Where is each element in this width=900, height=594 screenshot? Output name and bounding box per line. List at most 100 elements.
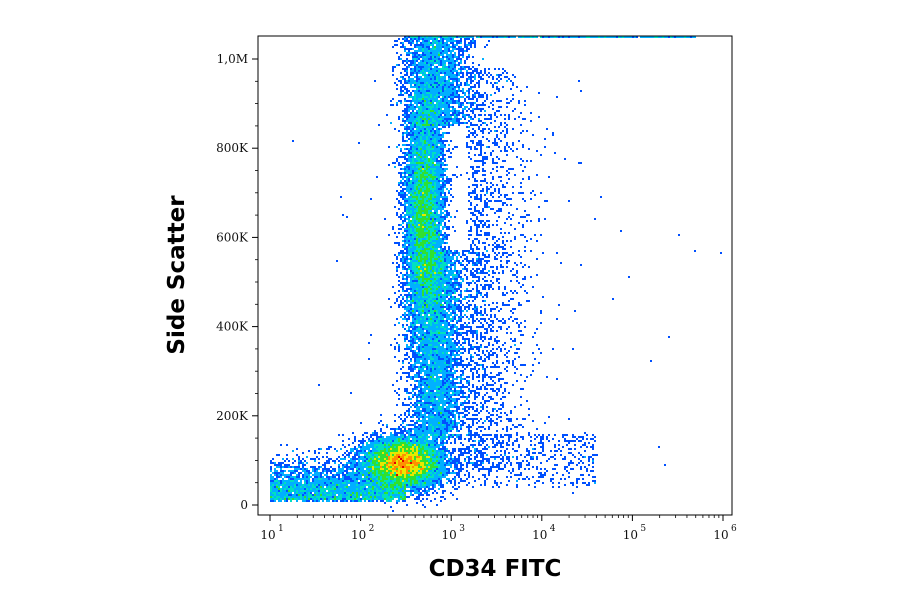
- density-point: [458, 74, 460, 76]
- density-point: [438, 62, 440, 64]
- density-point: [436, 318, 438, 320]
- density-point: [400, 202, 402, 204]
- density-point: [394, 40, 396, 42]
- density-point: [414, 264, 416, 266]
- density-point: [424, 62, 426, 64]
- density-point: [424, 96, 426, 98]
- density-point: [442, 202, 444, 204]
- density-point: [408, 36, 410, 38]
- density-point: [440, 124, 442, 126]
- density-point: [488, 288, 490, 290]
- density-point: [418, 302, 420, 304]
- density-point: [522, 178, 524, 180]
- density-point: [414, 312, 416, 314]
- density-point: [452, 122, 454, 124]
- density-point: [456, 80, 458, 82]
- density-point: [452, 324, 454, 326]
- density-point: [486, 188, 488, 190]
- density-point: [502, 266, 504, 268]
- density-point: [426, 294, 428, 296]
- density-point: [414, 212, 416, 214]
- density-point: [450, 250, 452, 252]
- density-point: [412, 40, 414, 42]
- density-point: [444, 290, 446, 292]
- density-point: [450, 50, 452, 52]
- density-point: [452, 74, 454, 76]
- density-point: [444, 106, 446, 108]
- density-point: [422, 294, 424, 296]
- density-point: [502, 304, 504, 306]
- density-point: [394, 292, 396, 294]
- density-point: [412, 60, 414, 62]
- density-point: [438, 42, 440, 44]
- density-point: [458, 118, 460, 120]
- density-point: [428, 192, 430, 194]
- density-point: [440, 264, 442, 266]
- density-point: [440, 250, 442, 252]
- density-point: [414, 286, 416, 288]
- density-point: [468, 284, 470, 286]
- density-point: [444, 288, 446, 290]
- density-point: [416, 292, 418, 294]
- density-point: [448, 48, 450, 50]
- density-point: [476, 216, 478, 218]
- density-point: [414, 174, 416, 176]
- density-point: [438, 236, 440, 238]
- density-point: [434, 174, 436, 176]
- density-point: [412, 54, 414, 56]
- density-point: [486, 94, 488, 96]
- density-point: [448, 66, 450, 68]
- density-point: [446, 302, 448, 304]
- density-point: [410, 68, 412, 70]
- density-point: [460, 328, 462, 330]
- density-point: [450, 326, 452, 328]
- density-point: [474, 276, 476, 278]
- density-point: [524, 326, 526, 328]
- density-point: [424, 268, 426, 270]
- density-point: [440, 308, 442, 310]
- density-point: [470, 228, 472, 230]
- density-point: [408, 232, 410, 234]
- density-point: [508, 300, 510, 302]
- density-point: [436, 78, 438, 80]
- density-point: [416, 154, 418, 156]
- density-point: [432, 192, 434, 194]
- density-point: [492, 78, 494, 80]
- density-point: [434, 256, 436, 258]
- density-point: [404, 112, 406, 114]
- density-point: [494, 126, 496, 128]
- density-point: [540, 154, 542, 156]
- density-point: [412, 130, 414, 132]
- density-point: [424, 70, 426, 72]
- density-point: [448, 80, 450, 82]
- density-point: [518, 302, 520, 304]
- density-point: [500, 140, 502, 142]
- density-point: [406, 300, 408, 302]
- density-point: [446, 50, 448, 52]
- density-point: [410, 274, 412, 276]
- density-point: [478, 94, 480, 96]
- density-point: [414, 306, 416, 308]
- density-point: [416, 156, 418, 158]
- density-point: [496, 278, 498, 280]
- density-point: [488, 234, 490, 236]
- density-point: [508, 102, 510, 104]
- density-point: [424, 110, 426, 112]
- density-point: [422, 276, 424, 278]
- density-point: [408, 174, 410, 176]
- density-point: [440, 94, 442, 96]
- density-point: [432, 102, 434, 104]
- density-point: [450, 72, 452, 74]
- density-point: [436, 62, 438, 64]
- density-point: [460, 314, 462, 316]
- density-point: [566, 36, 568, 38]
- density-point: [440, 102, 442, 104]
- density-point: [444, 292, 446, 294]
- density-point: [426, 88, 428, 90]
- density-point: [440, 322, 442, 324]
- density-point: [508, 178, 510, 180]
- density-point: [504, 148, 506, 150]
- density-point: [430, 256, 432, 258]
- density-point: [522, 144, 524, 146]
